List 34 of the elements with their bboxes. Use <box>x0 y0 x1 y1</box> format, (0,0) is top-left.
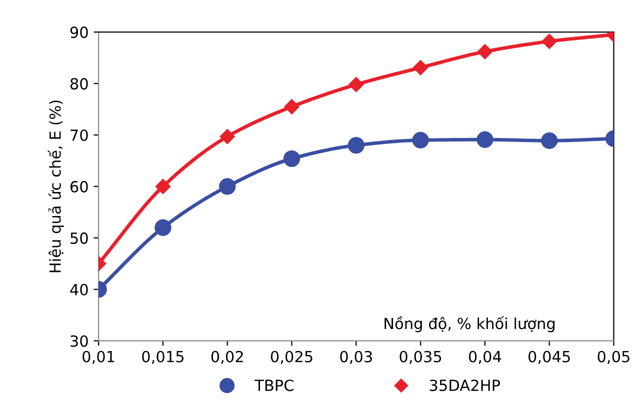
x-axis-title: Nồng độ, % khối lượng <box>384 316 554 332</box>
point <box>284 99 300 114</box>
point <box>154 219 172 236</box>
x-tick-label: 0,05 <box>598 350 630 364</box>
y-tick-label: 80 <box>70 78 88 90</box>
point <box>476 131 494 148</box>
point <box>219 178 236 195</box>
y-axis-title: Hiệu quả ức chế, E (%) <box>48 100 64 272</box>
x-tick-label: 0,03 <box>340 350 372 364</box>
x-tick-label: 0,04 <box>468 350 502 364</box>
legend-label: 35DA2HP <box>430 380 500 392</box>
point <box>541 132 558 149</box>
x-tick-label: 0,015 <box>142 350 184 364</box>
x-tick-label: 0,045 <box>528 350 570 364</box>
y-tick-label: 60 <box>70 180 88 192</box>
x-tick-label: 0,025 <box>270 350 312 364</box>
y-tick-label: 30 <box>70 335 88 347</box>
point <box>220 128 235 144</box>
point <box>348 136 364 154</box>
x-tick-label: 0,01 <box>82 350 114 364</box>
y-tick-label: 50 <box>70 232 88 244</box>
point <box>412 60 428 76</box>
point <box>348 77 364 92</box>
point <box>283 150 300 168</box>
x-tick-label: 0,035 <box>400 350 442 364</box>
x-tick-label: 0,02 <box>211 350 243 364</box>
point <box>542 34 557 49</box>
point <box>412 132 429 148</box>
point <box>477 44 493 60</box>
point <box>155 178 171 194</box>
y-tick-label: 40 <box>70 284 88 296</box>
y-tick-label: 70 <box>70 129 88 142</box>
legend-label: TBPC <box>254 380 294 392</box>
y-tick-label: 90 <box>70 26 88 38</box>
